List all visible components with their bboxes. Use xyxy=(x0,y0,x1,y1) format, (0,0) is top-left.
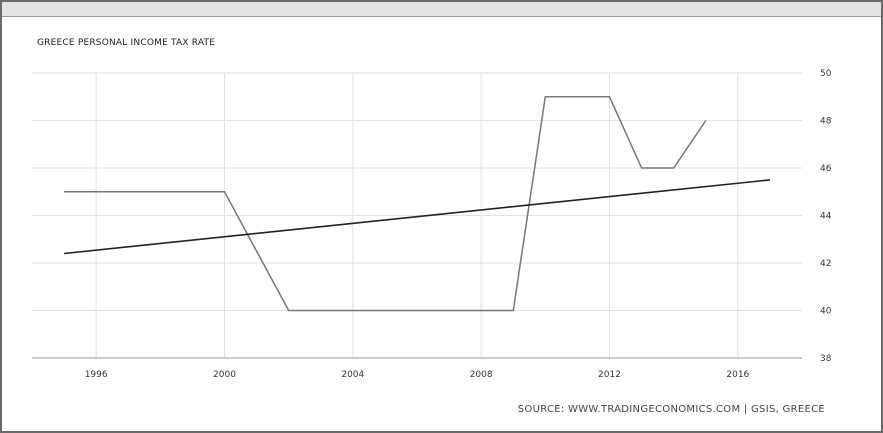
y-tick-label: 40 xyxy=(820,307,832,317)
y-tick-label: 42 xyxy=(820,259,831,269)
gridlines xyxy=(32,72,802,359)
y-tick-label: 50 xyxy=(820,69,832,79)
tax-rate-line xyxy=(64,96,707,312)
source-note: SOURCE: WWW.TRADINGECONOMICS.COM | GSIS,… xyxy=(517,404,825,415)
x-tick-label: 2000 xyxy=(213,370,236,380)
y-tick-label: 46 xyxy=(820,164,832,174)
x-tick-label: 2012 xyxy=(598,370,621,380)
y-tick-label: 38 xyxy=(820,354,832,364)
x-tick-label: 2016 xyxy=(726,370,749,380)
series-lines xyxy=(64,96,770,312)
chart-title: GREECE PERSONAL INCOME TAX RATE xyxy=(37,38,216,48)
y-tick-label: 44 xyxy=(820,212,832,222)
y-tick-label: 48 xyxy=(820,117,832,127)
x-tick-label: 2008 xyxy=(470,370,493,380)
x-tick-label: 2004 xyxy=(341,370,364,380)
top-bar xyxy=(2,2,881,17)
y-axis: 38 40 42 44 46 48 50 xyxy=(820,69,832,364)
trend-line xyxy=(64,179,770,255)
x-axis: 1996 2000 2004 2008 2012 2016 xyxy=(32,357,802,380)
x-tick-label: 1996 xyxy=(85,370,108,380)
